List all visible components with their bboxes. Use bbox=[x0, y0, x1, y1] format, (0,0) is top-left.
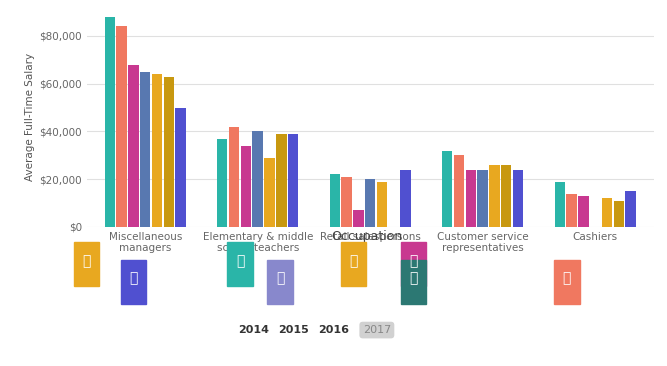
Bar bbox=[152, 74, 162, 227]
Text: 2015: 2015 bbox=[278, 325, 309, 335]
Bar bbox=[578, 196, 588, 227]
Text: 2017: 2017 bbox=[363, 325, 391, 335]
Bar bbox=[501, 165, 512, 227]
Bar bbox=[566, 194, 577, 227]
Text: 2014: 2014 bbox=[238, 325, 269, 335]
Bar bbox=[365, 179, 376, 227]
Text: 2016: 2016 bbox=[318, 325, 349, 335]
Text: 👤: 👤 bbox=[410, 254, 418, 268]
Bar bbox=[554, 182, 565, 227]
Bar bbox=[626, 191, 636, 227]
Bar bbox=[329, 175, 340, 227]
Bar bbox=[602, 198, 612, 227]
Text: 👤: 👤 bbox=[83, 254, 91, 268]
Bar bbox=[229, 127, 239, 227]
Text: 👤: 👤 bbox=[350, 254, 358, 268]
Bar bbox=[400, 169, 411, 227]
Bar bbox=[478, 169, 488, 227]
Bar bbox=[128, 65, 139, 227]
Bar bbox=[241, 146, 251, 227]
Bar bbox=[288, 134, 298, 227]
Bar bbox=[354, 210, 364, 227]
Bar bbox=[513, 169, 524, 227]
Text: 👤: 👤 bbox=[563, 271, 571, 285]
Text: 👤: 👤 bbox=[236, 254, 244, 268]
Bar bbox=[116, 26, 127, 227]
Bar bbox=[175, 108, 186, 227]
Bar bbox=[377, 182, 388, 227]
Bar bbox=[614, 201, 624, 227]
Bar bbox=[466, 169, 476, 227]
Bar bbox=[217, 139, 227, 227]
Bar bbox=[264, 158, 275, 227]
Bar bbox=[490, 165, 500, 227]
Text: 👤: 👤 bbox=[276, 271, 284, 285]
Bar bbox=[140, 72, 150, 227]
Bar bbox=[253, 131, 263, 227]
Bar bbox=[454, 155, 464, 227]
Y-axis label: Average Full-Time Salary: Average Full-Time Salary bbox=[25, 53, 35, 181]
Bar bbox=[163, 76, 174, 227]
Bar bbox=[105, 17, 115, 227]
Text: 👤: 👤 bbox=[129, 271, 137, 285]
Bar bbox=[442, 150, 452, 227]
Text: 👤: 👤 bbox=[410, 271, 418, 285]
Text: Occupation: Occupation bbox=[331, 230, 402, 243]
Bar bbox=[276, 134, 287, 227]
Bar bbox=[342, 177, 352, 227]
